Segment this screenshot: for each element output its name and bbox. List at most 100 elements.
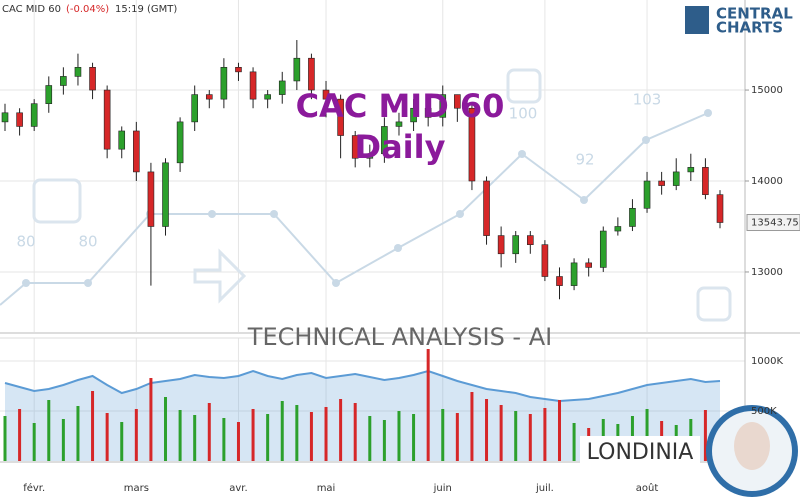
brand: LONDINIA xyxy=(587,440,694,465)
volume-bar xyxy=(514,411,518,461)
candle-body xyxy=(89,67,96,91)
candle-body xyxy=(16,112,23,127)
candle-body xyxy=(672,171,680,186)
volume-bar xyxy=(47,400,51,461)
candle-body xyxy=(556,276,563,286)
candle-body xyxy=(570,262,578,286)
volume-bar xyxy=(309,412,313,461)
candle-body xyxy=(278,80,286,95)
x-tick-label: mars xyxy=(124,483,149,494)
candle-body xyxy=(643,180,651,209)
candle-body xyxy=(585,262,592,268)
watermark-label: 80 xyxy=(16,233,35,251)
volume-bar xyxy=(61,419,65,461)
candle-body xyxy=(351,135,359,159)
volume-bar xyxy=(120,422,124,461)
watermark-label: 103 xyxy=(633,91,662,109)
volume-bar xyxy=(382,420,386,461)
candle-body xyxy=(702,167,709,195)
volume-bar xyxy=(353,403,357,461)
x-tick-label: avr. xyxy=(229,483,247,494)
candle-body xyxy=(322,89,330,100)
candle-body xyxy=(614,226,622,232)
volume-bar xyxy=(397,411,401,461)
watermark-label: 80 xyxy=(78,233,97,251)
candle-body xyxy=(191,94,198,123)
candle-body xyxy=(308,57,315,91)
volume-bar xyxy=(572,423,576,461)
candle-body xyxy=(60,76,67,86)
watermark-icon xyxy=(696,286,732,322)
x-tick-label: juin xyxy=(433,483,452,494)
candle-body xyxy=(45,85,53,104)
candle-body xyxy=(381,126,388,155)
candle-body xyxy=(541,244,549,277)
candle-body xyxy=(220,67,228,100)
candle-body xyxy=(30,103,38,127)
last-price-box xyxy=(746,214,800,232)
candle-body xyxy=(133,130,140,173)
candle-body xyxy=(424,107,432,118)
volume-bar xyxy=(441,409,445,461)
candle-body xyxy=(716,194,724,223)
volume-bar xyxy=(368,416,372,461)
candle-body xyxy=(410,107,417,123)
candle-body xyxy=(205,94,213,100)
avatar-face xyxy=(734,422,770,470)
candle-body xyxy=(366,153,374,159)
volume-bar xyxy=(18,409,22,461)
volume-bar xyxy=(3,416,7,461)
last-price-label: 13543.75 xyxy=(751,218,799,229)
logo-text: CHARTS xyxy=(716,19,783,37)
candle-body xyxy=(293,57,301,82)
y-tick-label: 15000 xyxy=(751,85,783,96)
volume-trend-area xyxy=(5,371,720,461)
chart-title: CAC MID 60 xyxy=(296,87,505,125)
volume-bar xyxy=(455,413,459,461)
volume-bar xyxy=(105,413,109,461)
volume-bar xyxy=(543,408,547,461)
volume-bar xyxy=(499,405,503,461)
time: 15:19 (GMT) xyxy=(115,4,177,15)
y-tick-label: 13000 xyxy=(751,267,783,278)
watermark: TECHNICAL ANALYSIS - AI xyxy=(247,323,552,351)
x-tick-label: mai xyxy=(317,483,336,494)
candle-body xyxy=(74,67,82,77)
volume-bar xyxy=(32,423,36,461)
watermark-label: 92 xyxy=(575,151,594,169)
watermark-icon xyxy=(32,178,82,224)
candle-body xyxy=(103,89,111,150)
volume-bar xyxy=(645,409,649,461)
candle-body xyxy=(454,94,461,109)
candle-body xyxy=(176,121,184,164)
logo-text: CENTRAL xyxy=(716,5,793,23)
watermark-dots xyxy=(22,109,712,287)
candle-body xyxy=(599,230,607,268)
candle-body xyxy=(629,207,636,227)
change: (-0.04%) xyxy=(66,4,109,15)
volume-bar xyxy=(324,407,328,461)
y-tick-label: 14000 xyxy=(751,176,783,187)
watermark-arrow xyxy=(193,248,247,304)
volume-bar xyxy=(178,410,182,461)
volume-bar xyxy=(280,401,284,461)
volume-bar xyxy=(426,349,430,461)
price-layer xyxy=(1,40,724,300)
logo-icon xyxy=(685,6,709,34)
volume-bar xyxy=(266,414,270,461)
candle-body xyxy=(658,180,665,186)
y-tick-label: 500K xyxy=(751,406,777,417)
volume-bar xyxy=(703,410,707,461)
x-tick-label: août xyxy=(636,482,659,494)
volume-bar xyxy=(207,403,211,461)
volume-bar xyxy=(164,397,168,461)
brand-box xyxy=(580,436,700,468)
y-tick-label: 1000K xyxy=(751,356,783,367)
candle-body xyxy=(497,235,505,255)
candle-body xyxy=(483,180,490,236)
volume-bar xyxy=(91,391,95,461)
candle-body xyxy=(1,112,9,123)
candle-body xyxy=(439,94,447,118)
